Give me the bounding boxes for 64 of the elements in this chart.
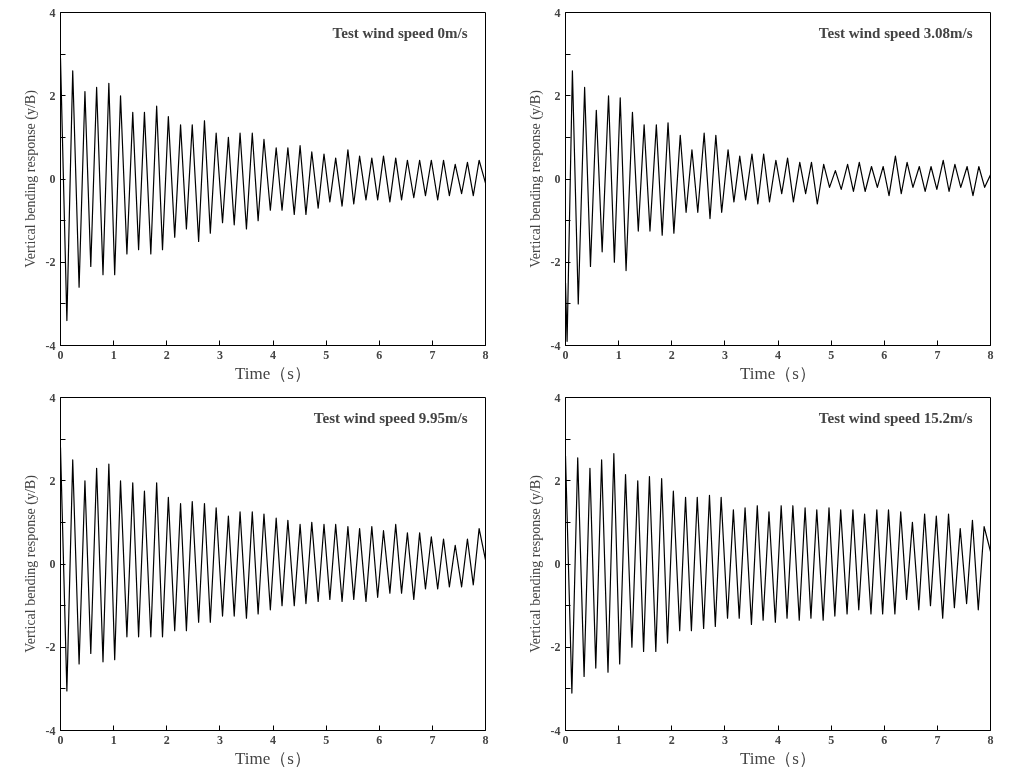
y-tick-label: 0 xyxy=(49,557,56,571)
x-tick-label: 2 xyxy=(163,732,170,747)
y-tick-label: 2 xyxy=(554,473,561,488)
x-tick-label: 7 xyxy=(934,347,941,362)
x-tick-label: 5 xyxy=(323,732,330,747)
y-tick-label: -2 xyxy=(45,255,56,270)
x-tick-label: 7 xyxy=(934,732,941,747)
y-tick-label: 2 xyxy=(554,88,561,103)
x-tick-label: 4 xyxy=(270,732,276,747)
x-tick-label: 3 xyxy=(216,732,223,747)
x-tick-label: 2 xyxy=(668,732,675,747)
y-axis-title: Vertical bending response (y/B) xyxy=(527,89,544,268)
x-tick-label: 2 xyxy=(163,347,170,362)
text: Test wind speed 15.2m/s xyxy=(818,409,973,426)
y-tick-label: -4 xyxy=(550,723,561,738)
x-tick-label: 1 xyxy=(110,732,117,747)
x-axis-title: Time（s） xyxy=(740,363,816,383)
x-tick-label: 5 xyxy=(828,732,835,747)
y-tick-label: 4 xyxy=(554,390,561,405)
x-tick-label: 5 xyxy=(323,347,330,362)
x-tick-label: 2 xyxy=(668,347,675,362)
y-tick-label: -4 xyxy=(45,338,56,353)
text: Test wind speed 0m/s xyxy=(332,24,468,41)
y-axis-title: Vertical bending response (y/B) xyxy=(22,89,39,268)
x-tick-label: 1 xyxy=(615,347,622,362)
y-tick-label: -2 xyxy=(45,640,56,655)
x-tick-label: 7 xyxy=(429,347,436,362)
y-tick-label: 2 xyxy=(49,88,56,103)
x-tick-label: 5 xyxy=(828,347,835,362)
x-tick-label: 3 xyxy=(721,347,728,362)
y-tick-label: 0 xyxy=(554,557,561,571)
x-tick-label: 4 xyxy=(270,347,276,362)
text: Test wind speed 9.95m/s xyxy=(313,409,468,426)
y-tick-label: 4 xyxy=(49,390,56,405)
x-axis-title: Time（s） xyxy=(235,748,311,768)
y-tick-label: -2 xyxy=(550,255,561,270)
y-axis-title: Vertical bending response (y/B) xyxy=(527,474,544,653)
text: Test wind speed 3.08m/s xyxy=(818,24,973,41)
x-tick-label: 8 xyxy=(987,732,994,747)
y-tick-label: 4 xyxy=(49,5,56,20)
y-tick-label: 4 xyxy=(554,5,561,20)
x-tick-label: 8 xyxy=(987,347,994,362)
y-tick-label: -4 xyxy=(550,338,561,353)
x-tick-label: 8 xyxy=(482,347,489,362)
x-tick-label: 3 xyxy=(721,732,728,747)
x-tick-label: 6 xyxy=(376,347,383,362)
y-tick-label: 2 xyxy=(49,473,56,488)
x-tick-label: 6 xyxy=(881,732,888,747)
x-tick-label: 4 xyxy=(775,732,781,747)
x-tick-label: 4 xyxy=(775,347,781,362)
y-tick-label: -4 xyxy=(45,723,56,738)
y-axis-title: Vertical bending response (y/B) xyxy=(22,474,39,653)
y-tick-label: 0 xyxy=(554,172,561,186)
x-tick-label: 1 xyxy=(110,347,117,362)
x-tick-label: 6 xyxy=(376,732,383,747)
x-tick-label: 1 xyxy=(615,732,622,747)
y-tick-label: -2 xyxy=(550,640,561,655)
x-tick-label: 3 xyxy=(216,347,223,362)
x-axis-title: Time（s） xyxy=(235,363,311,383)
x-tick-label: 8 xyxy=(482,732,489,747)
x-axis-title: Time（s） xyxy=(740,748,816,768)
x-tick-label: 7 xyxy=(429,732,436,747)
x-tick-label: 6 xyxy=(881,347,888,362)
y-tick-label: 0 xyxy=(49,172,56,186)
